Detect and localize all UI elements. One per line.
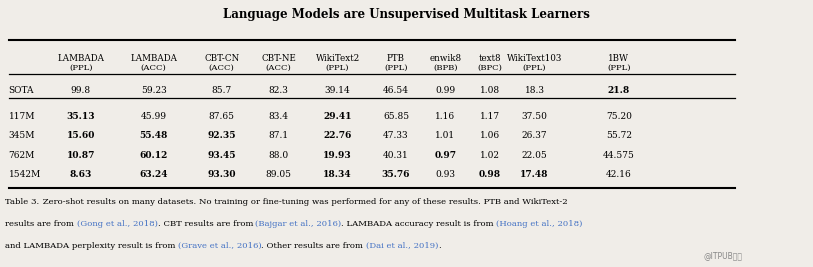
Text: WikiText103: WikiText103 [506,54,563,63]
Text: 117M: 117M [9,112,35,121]
Text: (Hoang et al., 2018): (Hoang et al., 2018) [496,220,582,228]
Text: 65.85: 65.85 [383,112,409,121]
Text: CBT-NE: CBT-NE [261,54,296,63]
Text: 0.99: 0.99 [435,87,455,96]
Text: 47.33: 47.33 [383,131,409,140]
Text: @ITPUB博客: @ITPUB博客 [704,251,743,260]
Text: 46.54: 46.54 [383,87,409,96]
Text: 75.20: 75.20 [606,112,632,121]
Text: 29.41: 29.41 [324,112,352,121]
Text: (PPL): (PPL) [69,64,93,72]
Text: 83.4: 83.4 [268,112,289,121]
Text: 88.0: 88.0 [268,151,289,160]
Text: Zero-shot results on many datasets. No training or fine-tuning was performed for: Zero-shot results on many datasets. No t… [40,198,567,206]
Text: 55.72: 55.72 [606,131,632,140]
Text: (PPL): (PPL) [326,64,350,72]
Text: 59.23: 59.23 [141,87,167,96]
Text: 82.3: 82.3 [268,87,289,96]
Text: 1BW: 1BW [608,54,629,63]
Text: 45.99: 45.99 [141,112,167,121]
Text: 87.1: 87.1 [268,131,289,140]
Text: PTB: PTB [387,54,405,63]
Text: 1.01: 1.01 [435,131,455,140]
Text: 1.16: 1.16 [435,112,455,121]
Text: 87.65: 87.65 [209,112,235,121]
Text: . CBT results are from: . CBT results are from [158,220,255,228]
Text: results are from: results are from [6,220,77,228]
Text: and LAMBADA perplexity result is from: and LAMBADA perplexity result is from [6,242,179,250]
Text: LAMBADA: LAMBADA [57,54,104,63]
Text: 1.17: 1.17 [480,112,500,121]
Text: 99.8: 99.8 [71,87,91,96]
Text: 8.63: 8.63 [70,171,92,179]
Text: 17.48: 17.48 [520,171,549,179]
Text: (PPL): (PPL) [523,64,546,72]
Text: 35.13: 35.13 [67,112,95,121]
Text: (Bajgar et al., 2016): (Bajgar et al., 2016) [255,220,341,228]
Text: Language Models are Unsupervised Multitask Learners: Language Models are Unsupervised Multita… [223,8,590,21]
Text: enwik8: enwik8 [429,54,462,63]
Text: 85.7: 85.7 [211,87,232,96]
Text: 1542M: 1542M [9,171,41,179]
Text: 93.30: 93.30 [207,171,236,179]
Text: (PPL): (PPL) [607,64,631,72]
Text: 18.34: 18.34 [324,171,352,179]
Text: 89.05: 89.05 [266,171,292,179]
Text: 21.8: 21.8 [607,87,630,96]
Text: 0.93: 0.93 [436,171,455,179]
Text: 1.02: 1.02 [480,151,500,160]
Text: 35.76: 35.76 [382,171,411,179]
Text: (Grave et al., 2016): (Grave et al., 2016) [178,242,262,250]
Text: 18.3: 18.3 [524,87,545,96]
Text: (Gong et al., 2018): (Gong et al., 2018) [76,220,158,228]
Text: 22.76: 22.76 [324,131,352,140]
Text: 0.98: 0.98 [479,171,501,179]
Text: 60.12: 60.12 [140,151,168,160]
Text: SOTA: SOTA [9,87,34,96]
Text: (ACC): (ACC) [209,64,235,72]
Text: (ACC): (ACC) [141,64,167,72]
Text: 44.575: 44.575 [603,151,635,160]
Text: Table 3.: Table 3. [6,198,40,206]
Text: 42.16: 42.16 [606,171,632,179]
Text: text8: text8 [479,54,502,63]
Text: 1.08: 1.08 [480,87,500,96]
Text: (BPB): (BPB) [433,64,458,72]
Text: .: . [438,242,441,250]
Text: 22.05: 22.05 [522,151,547,160]
Text: 19.93: 19.93 [324,151,352,160]
Text: 15.60: 15.60 [67,131,95,140]
Text: 37.50: 37.50 [522,112,547,121]
Text: (Dai et al., 2019): (Dai et al., 2019) [366,242,438,250]
Text: 345M: 345M [9,131,35,140]
Text: 40.31: 40.31 [383,151,409,160]
Text: CBT-CN: CBT-CN [204,54,239,63]
Text: (PPL): (PPL) [385,64,408,72]
Text: 762M: 762M [9,151,35,160]
Text: (ACC): (ACC) [266,64,291,72]
Text: (BPC): (BPC) [477,64,502,72]
Text: 26.37: 26.37 [522,131,547,140]
Text: 39.14: 39.14 [324,87,350,96]
Text: 10.87: 10.87 [67,151,95,160]
Text: . Other results are from: . Other results are from [262,242,366,250]
Text: 0.97: 0.97 [434,151,456,160]
Text: 55.48: 55.48 [140,131,168,140]
Text: 63.24: 63.24 [140,171,168,179]
Text: 92.35: 92.35 [207,131,236,140]
Text: LAMBADA: LAMBADA [130,54,177,63]
Text: 1.06: 1.06 [480,131,500,140]
Text: . LAMBADA accuracy result is from: . LAMBADA accuracy result is from [341,220,497,228]
Text: WikiText2: WikiText2 [315,54,360,63]
Text: 93.45: 93.45 [207,151,236,160]
